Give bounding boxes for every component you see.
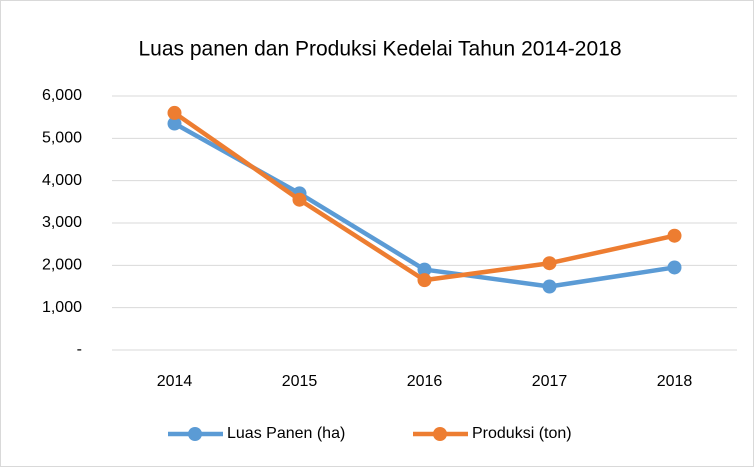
- legend-label: Produksi (ton): [472, 425, 572, 442]
- data-point: [417, 262, 432, 277]
- y-tick-label: 6,000: [42, 87, 82, 104]
- data-point: [667, 228, 682, 243]
- data-point: [167, 105, 182, 120]
- y-tick-label: 2,000: [42, 257, 82, 274]
- y-tick-label: 4,000: [42, 172, 82, 189]
- data-point: [542, 256, 557, 271]
- x-tick-label: 2014: [157, 373, 193, 390]
- legend-marker: [188, 427, 202, 441]
- legend-label: Luas Panen (ha): [227, 425, 345, 442]
- chart-title: Luas panen dan Produksi Kedelai Tahun 20…: [139, 38, 622, 61]
- x-tick-label: 2017: [532, 373, 568, 390]
- data-point: [667, 260, 682, 275]
- legend-marker: [433, 427, 447, 441]
- x-tick-label: 2016: [407, 373, 443, 390]
- y-tick-label: 5,000: [42, 130, 82, 147]
- y-tick-label: 3,000: [42, 214, 82, 231]
- data-point: [542, 279, 557, 294]
- y-tick-label: 1,000: [42, 299, 82, 316]
- data-point: [167, 116, 182, 131]
- data-point: [417, 273, 432, 288]
- y-tick-label: -: [77, 341, 82, 358]
- x-tick-label: 2018: [657, 373, 693, 390]
- data-point: [292, 192, 307, 207]
- x-tick-label: 2015: [282, 373, 318, 390]
